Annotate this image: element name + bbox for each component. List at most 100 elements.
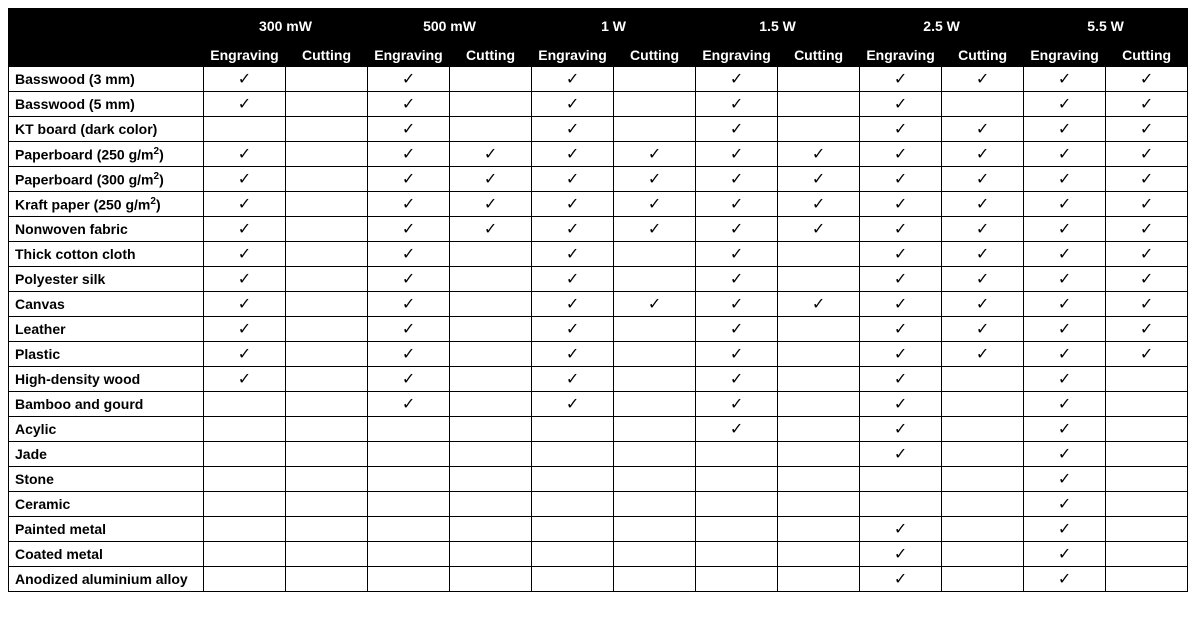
power-header: 300 mW: [204, 9, 368, 43]
capability-cell: [532, 417, 614, 442]
material-label: Basswood (3 mm): [9, 67, 204, 92]
capability-cell: ✓: [614, 142, 696, 167]
capability-cell: ✓: [1106, 192, 1188, 217]
capability-cell: ✓: [532, 192, 614, 217]
capability-cell: [286, 167, 368, 192]
capability-cell: [778, 117, 860, 142]
capability-cell: ✓: [860, 142, 942, 167]
capability-cell: ✓: [860, 92, 942, 117]
capability-cell: ✓: [860, 392, 942, 417]
material-label: Kraft paper (250 g/m2): [9, 192, 204, 217]
capability-cell: ✓: [368, 367, 450, 392]
capability-cell: [778, 517, 860, 542]
capability-cell: [286, 567, 368, 592]
capability-cell: ✓: [1024, 317, 1106, 342]
capability-cell: [532, 442, 614, 467]
capability-cell: ✓: [368, 67, 450, 92]
capability-cell: [286, 467, 368, 492]
power-header-row: 300 mW 500 mW 1 W 1.5 W 2.5 W 5.5 W: [9, 9, 1188, 43]
capability-cell: ✓: [1106, 92, 1188, 117]
capability-cell: [942, 442, 1024, 467]
capability-cell: [942, 367, 1024, 392]
capability-cell: [1106, 367, 1188, 392]
capability-cell: ✓: [696, 317, 778, 342]
table-row: Acylic✓✓✓: [9, 417, 1188, 442]
capability-cell: [286, 492, 368, 517]
capability-cell: ✓: [696, 92, 778, 117]
capability-cell: ✓: [696, 242, 778, 267]
capability-cell: [532, 542, 614, 567]
material-label: Painted metal: [9, 517, 204, 542]
capability-cell: [368, 417, 450, 442]
capability-cell: [778, 242, 860, 267]
capability-cell: ✓: [368, 117, 450, 142]
capability-cell: [778, 417, 860, 442]
capability-cell: ✓: [1024, 92, 1106, 117]
capability-cell: ✓: [942, 342, 1024, 367]
capability-cell: ✓: [860, 317, 942, 342]
subcol-header: Engraving: [860, 43, 942, 67]
capability-cell: [450, 417, 532, 442]
capability-cell: ✓: [778, 142, 860, 167]
capability-cell: [204, 117, 286, 142]
capability-cell: ✓: [860, 367, 942, 392]
capability-cell: [614, 442, 696, 467]
material-label: Basswood (5 mm): [9, 92, 204, 117]
capability-cell: [532, 467, 614, 492]
capability-cell: [778, 492, 860, 517]
capability-cell: [286, 367, 368, 392]
capability-cell: ✓: [1024, 242, 1106, 267]
capability-cell: [614, 117, 696, 142]
capability-cell: [778, 267, 860, 292]
capability-cell: ✓: [204, 192, 286, 217]
capability-cell: ✓: [696, 142, 778, 167]
power-header: 2.5 W: [860, 9, 1024, 43]
material-label: Ceramic: [9, 492, 204, 517]
capability-cell: ✓: [532, 142, 614, 167]
capability-cell: ✓: [368, 317, 450, 342]
capability-cell: ✓: [860, 242, 942, 267]
capability-cell: ✓: [204, 317, 286, 342]
capability-cell: ✓: [450, 217, 532, 242]
capability-cell: ✓: [1106, 67, 1188, 92]
capability-cell: [450, 567, 532, 592]
capability-cell: ✓: [696, 417, 778, 442]
capability-cell: [614, 342, 696, 367]
capability-cell: [614, 492, 696, 517]
capability-cell: ✓: [942, 117, 1024, 142]
capability-cell: [1106, 417, 1188, 442]
capability-cell: ✓: [1024, 192, 1106, 217]
capability-cell: ✓: [1106, 242, 1188, 267]
capability-cell: [1106, 467, 1188, 492]
capability-cell: ✓: [532, 267, 614, 292]
capability-cell: ✓: [532, 317, 614, 342]
capability-cell: [614, 267, 696, 292]
capability-cell: [614, 317, 696, 342]
capability-cell: [450, 442, 532, 467]
capability-cell: ✓: [204, 342, 286, 367]
capability-cell: [1106, 517, 1188, 542]
capability-cell: ✓: [368, 192, 450, 217]
table-row: High-density wood✓✓✓✓✓✓: [9, 367, 1188, 392]
capability-cell: [450, 492, 532, 517]
capability-cell: [286, 117, 368, 142]
capability-cell: ✓: [532, 167, 614, 192]
capability-cell: [696, 442, 778, 467]
table-row: Coated metal✓✓: [9, 542, 1188, 567]
capability-cell: ✓: [1024, 567, 1106, 592]
capability-cell: [778, 392, 860, 417]
capability-cell: [450, 342, 532, 367]
capability-cell: [942, 392, 1024, 417]
capability-cell: ✓: [942, 242, 1024, 267]
capability-cell: ✓: [532, 117, 614, 142]
capability-cell: ✓: [942, 142, 1024, 167]
capability-cell: ✓: [1024, 267, 1106, 292]
capability-cell: ✓: [532, 342, 614, 367]
table-row: Paperboard (250 g/m2)✓✓✓✓✓✓✓✓✓✓✓: [9, 142, 1188, 167]
capability-cell: [1106, 542, 1188, 567]
capability-cell: ✓: [860, 292, 942, 317]
capability-cell: ✓: [942, 217, 1024, 242]
capability-cell: [1106, 567, 1188, 592]
power-header: 500 mW: [368, 9, 532, 43]
subcol-header: Engraving: [368, 43, 450, 67]
